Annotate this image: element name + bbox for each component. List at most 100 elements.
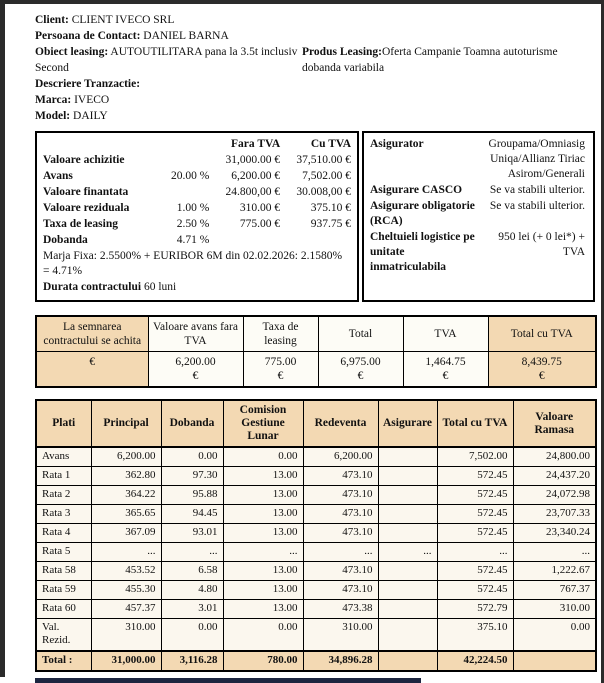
installment-cell: 473.10	[302, 504, 379, 524]
total-vat-cell: ...	[436, 542, 514, 562]
payment-label-cell: Rata 58	[35, 561, 92, 581]
insurance-cell	[377, 485, 438, 505]
commission-cell: 13.00	[222, 599, 304, 619]
principal-cell: 6,200.00	[90, 446, 162, 467]
remaining-value-cell: ...	[512, 542, 597, 562]
duration-label: Durata contractului	[43, 281, 142, 293]
insurance-cell	[377, 561, 438, 581]
remaining-value-cell	[512, 650, 597, 672]
installment-cell: 473.10	[302, 580, 379, 600]
payment-label-cell: Avans	[35, 446, 92, 467]
contact-label: Persoana de Contact:	[35, 30, 141, 42]
duration-value: 60 luni	[143, 281, 177, 293]
schedule-body: Avans 6,200.00 0.00 0.00 6,200.00 7,502.…	[35, 446, 597, 672]
interest-cell: 0.00	[160, 618, 224, 652]
installment-cell: 473.10	[302, 561, 379, 581]
brand-row: Marca: IVECO	[35, 92, 595, 108]
remaining-value-cell: 23,707.33	[512, 504, 597, 524]
product-value: Oferta Campanie Toamna autoturisme doban…	[302, 46, 558, 74]
commission-cell: 13.00	[222, 580, 304, 600]
object-label: Obiect leasing:	[35, 46, 109, 58]
installment-cell: 473.10	[302, 523, 379, 543]
object-value: AUTOUTILITARA pana la 3.5t inclusiv Seco…	[35, 46, 298, 74]
brand-value: IVECO	[74, 94, 110, 106]
summary-header: Valoare avans fara TVA	[147, 315, 244, 352]
interest-cell: 0.00	[160, 446, 224, 467]
model-label: Model:	[35, 110, 71, 122]
page-border-left	[0, 0, 5, 677]
installment-cell: 473.38	[302, 599, 379, 619]
insurance-cell	[377, 446, 438, 467]
remaining-value-cell: 24,437.20	[512, 466, 597, 486]
finance-header-row: Fara TVA Cu TVA	[43, 137, 351, 153]
insurance-cell	[377, 523, 438, 543]
installment-cell: 6,200.00	[302, 446, 379, 467]
summary-value: 775.00 €	[242, 351, 319, 388]
page-border-top	[0, 0, 604, 4]
principal-cell: 362.80	[90, 466, 162, 486]
document-content: Client: CLIENT IVECO SRL Persoana de Con…	[35, 12, 597, 672]
schedule-header: Total cu TVA	[436, 399, 514, 448]
schedule-header: Valoare Ramasa	[512, 399, 597, 448]
remaining-value-cell: 767.37	[512, 580, 597, 600]
interest-cell: 93.01	[160, 523, 224, 543]
summary-value: 1,464.75 €	[402, 351, 489, 388]
payment-label-cell: Rata 1	[35, 466, 92, 486]
summary-value: 8,439.75 €	[487, 351, 597, 388]
principal-cell: 364.22	[90, 485, 162, 505]
payment-summary-table: La semnarea contractului se achita Valoa…	[35, 315, 597, 388]
summary-header-row: La semnarea contractului se achita Valoa…	[35, 315, 597, 352]
total-vat-cell: 375.10	[436, 618, 514, 652]
remaining-value-cell: 0.00	[512, 618, 597, 652]
insurance-cell: ...	[377, 542, 438, 562]
schedule-header: Comision Gestiune Lunar	[222, 399, 304, 448]
finance-row: Valoare reziduala 1.00 % 310.00 € 375.10…	[43, 202, 351, 214]
table-row: Rata 3 365.65 94.45 13.00 473.10 572.45 …	[35, 504, 597, 524]
remaining-value-cell: 24,072.98	[512, 485, 597, 505]
brand-label: Marca:	[35, 94, 72, 106]
summary-header: Taxa de leasing	[242, 315, 319, 352]
finance-table: Fara TVA Cu TVA Valoare achizitie 31,000…	[43, 137, 351, 249]
commission-cell: 13.00	[222, 466, 304, 486]
installment-cell: 473.10	[302, 485, 379, 505]
installment-cell: 473.10	[302, 466, 379, 486]
payment-label-cell: Rata 2	[35, 485, 92, 505]
commission-cell: 13.00	[222, 523, 304, 543]
payment-label-cell: Total :	[35, 650, 92, 672]
summary-header: La semnarea contractului se achita	[35, 315, 149, 352]
client-row: Client: CLIENT IVECO SRL	[35, 12, 595, 28]
insurance-row: Asigurare CASCO Se va stabili ulterior.	[370, 184, 585, 196]
table-row: Rata 59 455.30 4.80 13.00 473.10 572.45 …	[35, 580, 597, 600]
payment-schedule-table: Plati Principal Dobanda Comision Gestiun…	[35, 399, 597, 672]
col-header-cu-tva: Cu TVA	[310, 138, 351, 150]
table-row: Val. Rezid. 310.00 0.00 0.00 310.00 375.…	[35, 618, 597, 652]
payment-label-cell: Rata 3	[35, 504, 92, 524]
commission-cell: 780.00	[222, 650, 304, 672]
commission-cell: 0.00	[222, 446, 304, 467]
total-vat-cell: 572.45	[436, 580, 514, 600]
installment-cell: 310.00	[302, 618, 379, 652]
schedule-header: Principal	[90, 399, 162, 448]
cutoff-section-bar	[35, 678, 421, 683]
insurance-table: Asigurator Groupama/Omniasig Uniqa/Allia…	[370, 137, 585, 276]
installment-cell: 34,896.28	[302, 650, 379, 672]
summary-header: Total cu TVA	[487, 315, 597, 352]
summary-value: €	[35, 351, 149, 388]
insurance-row: Cheltuieli logistice pe unitate inmatric…	[370, 231, 585, 273]
col-header-fara-tva: Fara TVA	[231, 138, 281, 150]
payment-label-cell: Rata 5	[35, 542, 92, 562]
finance-row: Valoare achizitie 31,000.00 € 37,510.00 …	[43, 154, 351, 166]
interest-cell: 97.30	[160, 466, 224, 486]
interest-cell: 3,116.28	[160, 650, 224, 672]
payment-label-cell: Rata 4	[35, 523, 92, 543]
fixed-margin-note: Marja Fixa: 2.5500% + EURIBOR 6M din 02.…	[43, 250, 343, 277]
total-vat-cell: 572.79	[436, 599, 514, 619]
finance-row: Taxa de leasing 2.50 % 775.00 € 937.75 €	[43, 218, 351, 230]
insurance-cell	[377, 599, 438, 619]
interest-cell: 95.88	[160, 485, 224, 505]
total-vat-cell: 572.45	[436, 561, 514, 581]
insurance-box: Asigurator Groupama/Omniasig Uniqa/Allia…	[362, 131, 595, 302]
remaining-value-cell: 1,222.67	[512, 561, 597, 581]
page-border-right	[601, 0, 604, 683]
principal-cell: 457.37	[90, 599, 162, 619]
